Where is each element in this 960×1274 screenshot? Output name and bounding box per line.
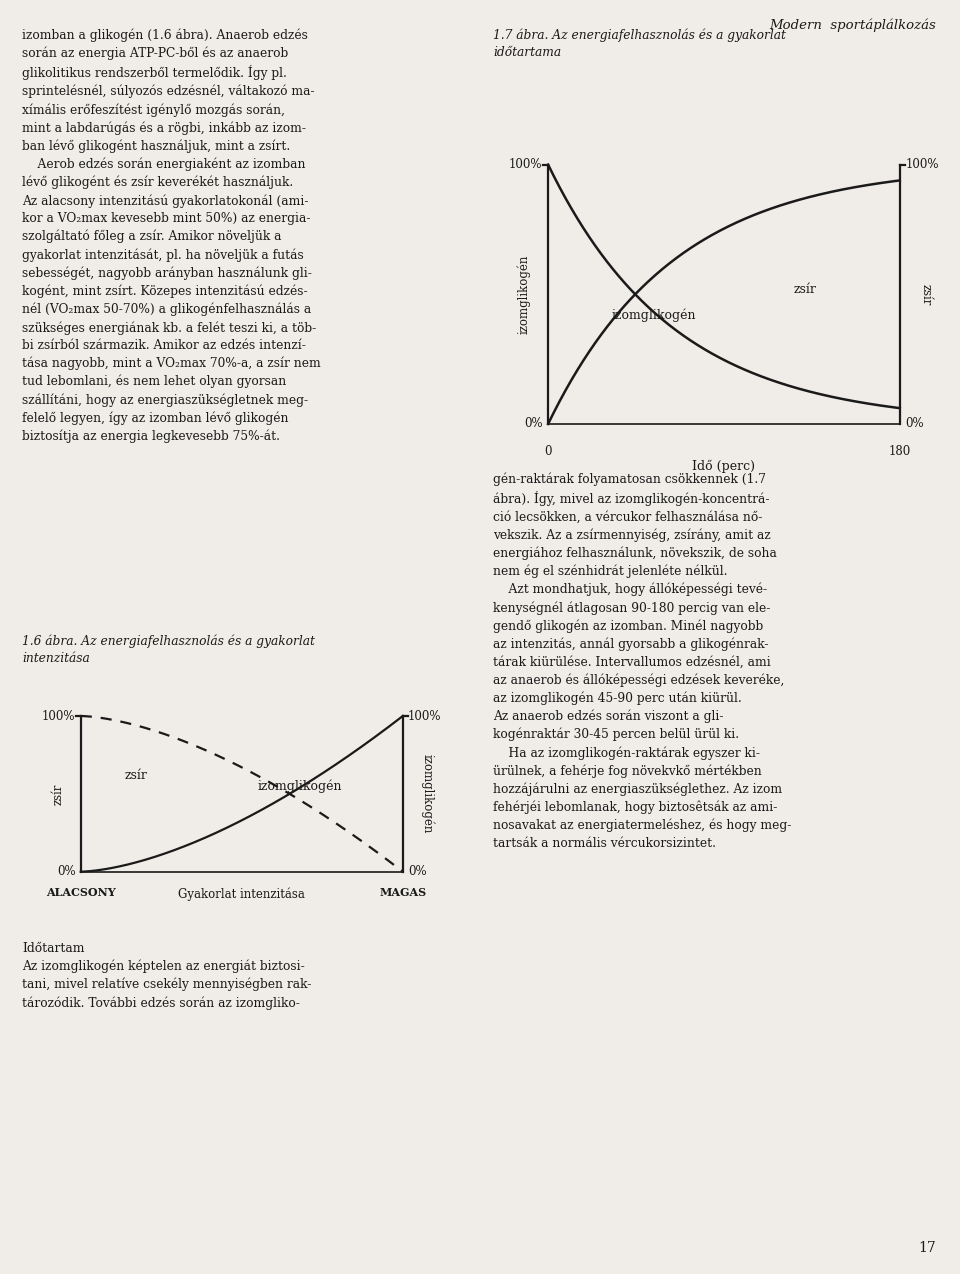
Text: izomglikogén: izomglikogén [420, 754, 434, 833]
Text: Idő (perc): Idő (perc) [692, 460, 756, 474]
Text: gén-raktárak folyamatosan csökkennek (1.7
ábra). Így, mivel az izomglikogén-konc: gén-raktárak folyamatosan csökkennek (1.… [493, 471, 791, 850]
Text: Időtartam
Az izomglikogén képtelen az energiát biztosi-
tani, mivel relatíve cse: Időtartam Az izomglikogén képtelen az en… [22, 941, 311, 1010]
Text: izomglikogén: izomglikogén [516, 255, 530, 334]
Text: 100%: 100% [509, 158, 542, 171]
Text: 0%: 0% [905, 418, 924, 431]
Text: izomglikogén: izomglikogén [257, 780, 342, 792]
Text: 100%: 100% [905, 158, 939, 171]
Text: zsír: zsír [920, 284, 933, 304]
Text: 180: 180 [889, 445, 911, 457]
Text: 0%: 0% [524, 418, 542, 431]
Text: zsír: zsír [124, 768, 147, 782]
Text: 100%: 100% [42, 710, 76, 722]
Text: 0: 0 [544, 445, 552, 457]
Text: 0%: 0% [408, 865, 426, 878]
Text: 100%: 100% [408, 710, 442, 722]
Text: izomban a glikogén (1.6 ábra). Anaerob edzés
során az energia ATP-PC-ből és az a: izomban a glikogén (1.6 ábra). Anaerob e… [22, 28, 321, 443]
Text: 17: 17 [919, 1241, 936, 1255]
Text: Gyakorlat intenzitása: Gyakorlat intenzitása [179, 887, 305, 901]
Text: izomglikogén: izomglikogén [612, 308, 696, 322]
Text: zsír: zsír [793, 283, 816, 296]
Text: 0%: 0% [57, 865, 76, 878]
Text: 1.6 ábra. Az energiafelhasznolás és a gyakorlat
intenzitása: 1.6 ábra. Az energiafelhasznolás és a gy… [22, 634, 315, 665]
Text: zsír: zsír [52, 784, 64, 804]
Text: 1.7 ábra. Az energiafelhasznolás és a gyakorlat
időtartama: 1.7 ábra. Az energiafelhasznolás és a gy… [493, 28, 786, 59]
Text: MAGAS: MAGAS [379, 887, 426, 898]
Text: ALACSONY: ALACSONY [46, 887, 115, 898]
Text: Modern  sportáplálkozás: Modern sportáplálkozás [769, 18, 936, 32]
